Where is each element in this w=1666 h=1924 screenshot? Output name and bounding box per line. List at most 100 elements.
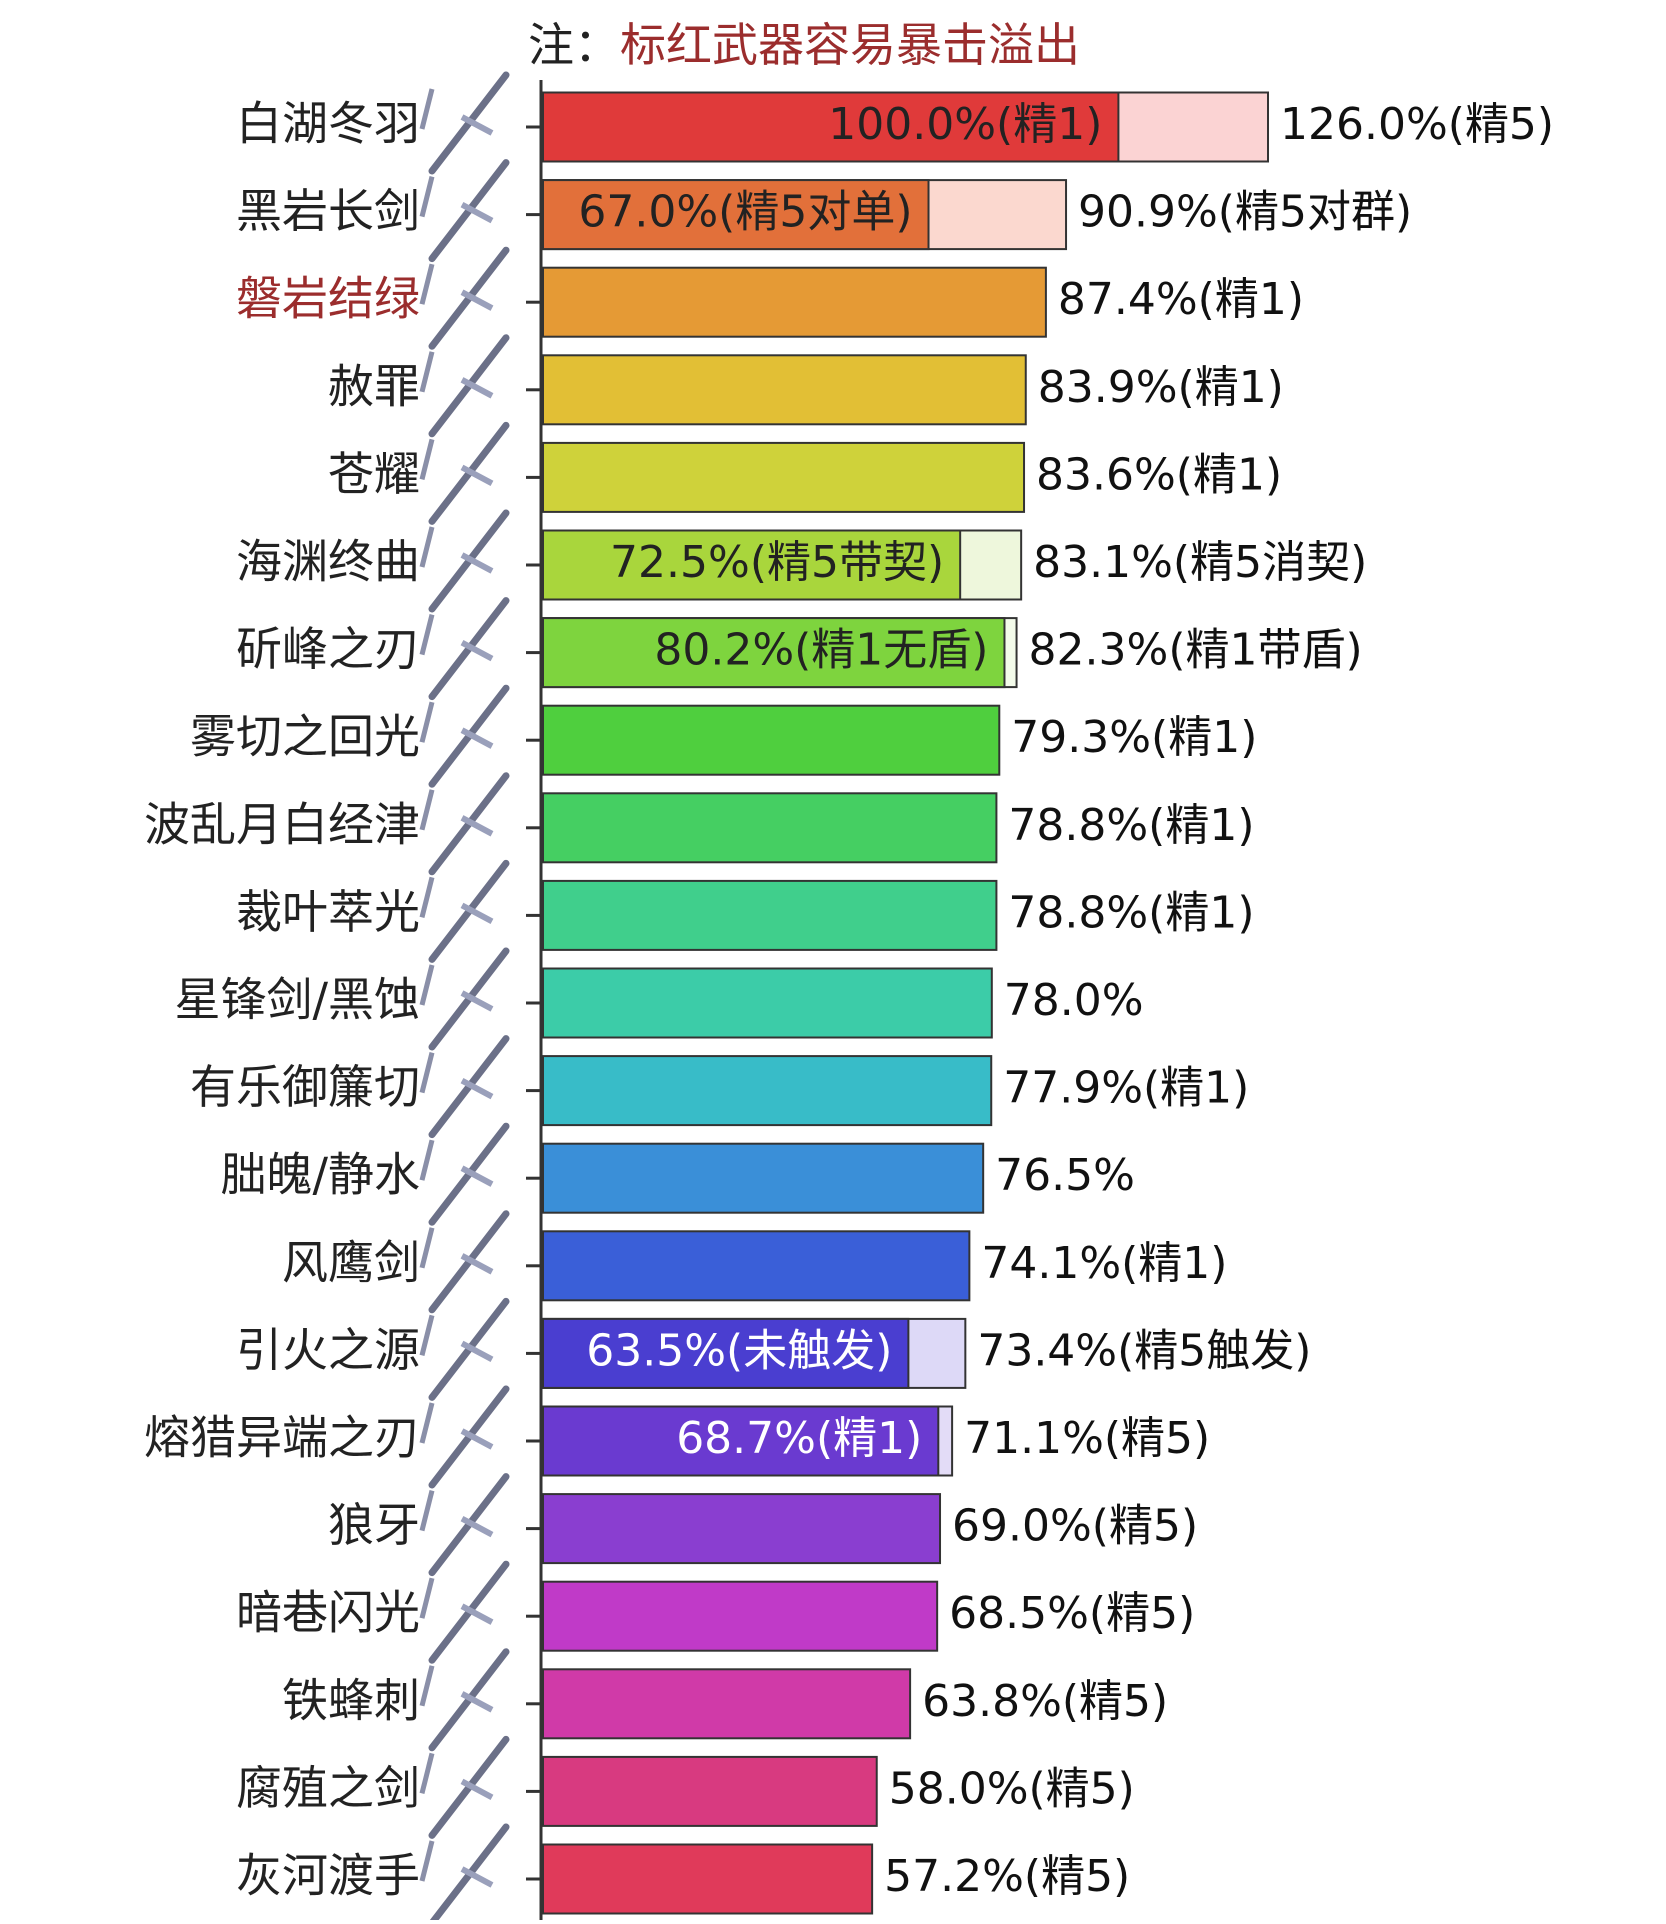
weapon-icon: [460, 1428, 494, 1450]
category-label: 灰河渡手: [236, 1849, 420, 1903]
bar: [542, 1843, 874, 1915]
weapon-icon: [460, 1866, 494, 1888]
bar: [542, 1755, 878, 1827]
bar: [542, 529, 962, 601]
weapon-icon: [419, 1051, 435, 1094]
note-label: 注：: [528, 18, 620, 72]
weapon-icon: [419, 1139, 435, 1181]
bar: [542, 617, 1006, 689]
weapon-icon: [419, 701, 435, 743]
value-label-inside: 100.0%(精1): [828, 99, 1102, 150]
category-label: 腐殖之剑: [236, 1761, 420, 1815]
weapon-icon: [460, 552, 494, 574]
category-label: 海渊终曲: [236, 535, 420, 589]
weapon-icon: [460, 727, 494, 749]
bar: [542, 1668, 912, 1740]
value-label: 73.4%(精5触发): [977, 1325, 1311, 1376]
category-label: 苍耀: [328, 447, 420, 501]
category-label: 有乐御簾切: [190, 1060, 420, 1114]
bar: [542, 1405, 940, 1477]
weapon-icon: [460, 201, 494, 224]
weapon-icon: [460, 639, 494, 662]
bar: [542, 179, 930, 251]
value-label: 69.0%(精5): [952, 1501, 1198, 1552]
weapon-icon: [460, 1165, 494, 1187]
weapon-icon: [460, 1603, 494, 1625]
value-label-inside: 68.7%(精1): [676, 1413, 922, 1464]
category-label: 白湖冬羽: [236, 97, 420, 151]
weapon-icon: [419, 1665, 435, 1707]
note: 注：标红武器容易暴击溢出: [528, 18, 1080, 72]
category-label: 波乱月白经津: [144, 797, 420, 851]
value-label: 83.9%(精1): [1038, 362, 1284, 413]
weapon-icon: [419, 613, 435, 656]
weapon-icon: [419, 351, 435, 393]
value-label: 126.0%(精5): [1280, 99, 1554, 150]
value-label: 87.4%(精1): [1058, 274, 1304, 325]
weapon-icon: [460, 1778, 494, 1801]
category-label: 斫峰之刃: [236, 622, 420, 676]
weapon-icon: [460, 114, 494, 136]
weapon-icon: [419, 1402, 435, 1444]
weapon-icon: [419, 1314, 435, 1357]
weapon-icon: [460, 990, 494, 1012]
value-label-inside: 63.5%(未触发): [586, 1325, 892, 1376]
category-label: 熔猎异端之刃: [144, 1411, 420, 1465]
weapon-icon: [419, 1227, 435, 1269]
value-label: 71.1%(精5): [964, 1413, 1210, 1464]
bar: [542, 879, 998, 951]
category-label: 裁叶萃光: [236, 885, 420, 939]
category-label: 雾切之回光: [190, 710, 420, 764]
weapon-icon: [460, 377, 494, 399]
weapon-icon: [460, 289, 494, 311]
value-label: 78.8%(精1): [1008, 887, 1254, 938]
weapon-icon: [460, 1515, 494, 1538]
value-label-inside: 80.2%(精1无盾): [654, 625, 988, 676]
bar: [542, 1230, 971, 1302]
value-label: 68.5%(精5): [949, 1588, 1195, 1639]
weapon-icon: [460, 1691, 494, 1713]
weapon-icon: [419, 1489, 435, 1532]
value-label: 63.8%(精5): [922, 1676, 1168, 1727]
bar: [542, 1580, 939, 1652]
value-label: 74.1%(精1): [981, 1238, 1227, 1289]
bar: [542, 441, 1026, 513]
weapon-icon: [460, 464, 494, 487]
weapon-icon: [419, 1840, 435, 1882]
weapon-icon: [419, 438, 435, 481]
value-label-inside: 72.5%(精5带契): [610, 537, 944, 588]
value-label: 77.9%(精1): [1003, 1063, 1249, 1114]
weapon-icon: [419, 1752, 435, 1795]
category-label: 风鹰剑: [282, 1235, 420, 1289]
weapon-icon: [419, 964, 435, 1006]
category-label: 星锋剑/黑蚀: [175, 973, 421, 1027]
bar: [542, 967, 993, 1039]
value-label: 57.2%(精5): [884, 1851, 1130, 1902]
bar: [542, 354, 1027, 426]
category-label: 朏魄/静水: [221, 1148, 421, 1202]
weapon-icon: [419, 876, 435, 919]
value-label: 76.5%: [995, 1150, 1135, 1201]
value-label: 83.1%(精5消契): [1033, 537, 1367, 588]
value-label: 83.6%(精1): [1036, 449, 1282, 500]
weapon-icon: [419, 1577, 435, 1619]
category-label: 黑岩长剑: [236, 184, 420, 238]
bar: [542, 91, 1120, 163]
weapon-icon: [419, 175, 435, 218]
note-text: 标红武器容易暴击溢出: [620, 18, 1080, 72]
value-label: 82.3%(精1带盾): [1029, 625, 1363, 676]
value-label: 58.0%(精5): [889, 1763, 1135, 1814]
value-label: 78.8%(精1): [1008, 800, 1254, 851]
category-label: 磐岩结绿: [236, 272, 420, 326]
bar: [542, 704, 1001, 776]
weapon-icon: [419, 789, 435, 831]
bar: [542, 266, 1047, 338]
value-label: 79.3%(精1): [1011, 712, 1257, 763]
bar: [542, 1055, 993, 1127]
value-label: 90.9%(精5对群): [1078, 187, 1412, 238]
bar: [542, 1317, 910, 1389]
weapon-icon: [419, 88, 435, 130]
weapon-icon: [460, 1077, 494, 1100]
category-label: 暗巷闪光: [236, 1586, 420, 1640]
